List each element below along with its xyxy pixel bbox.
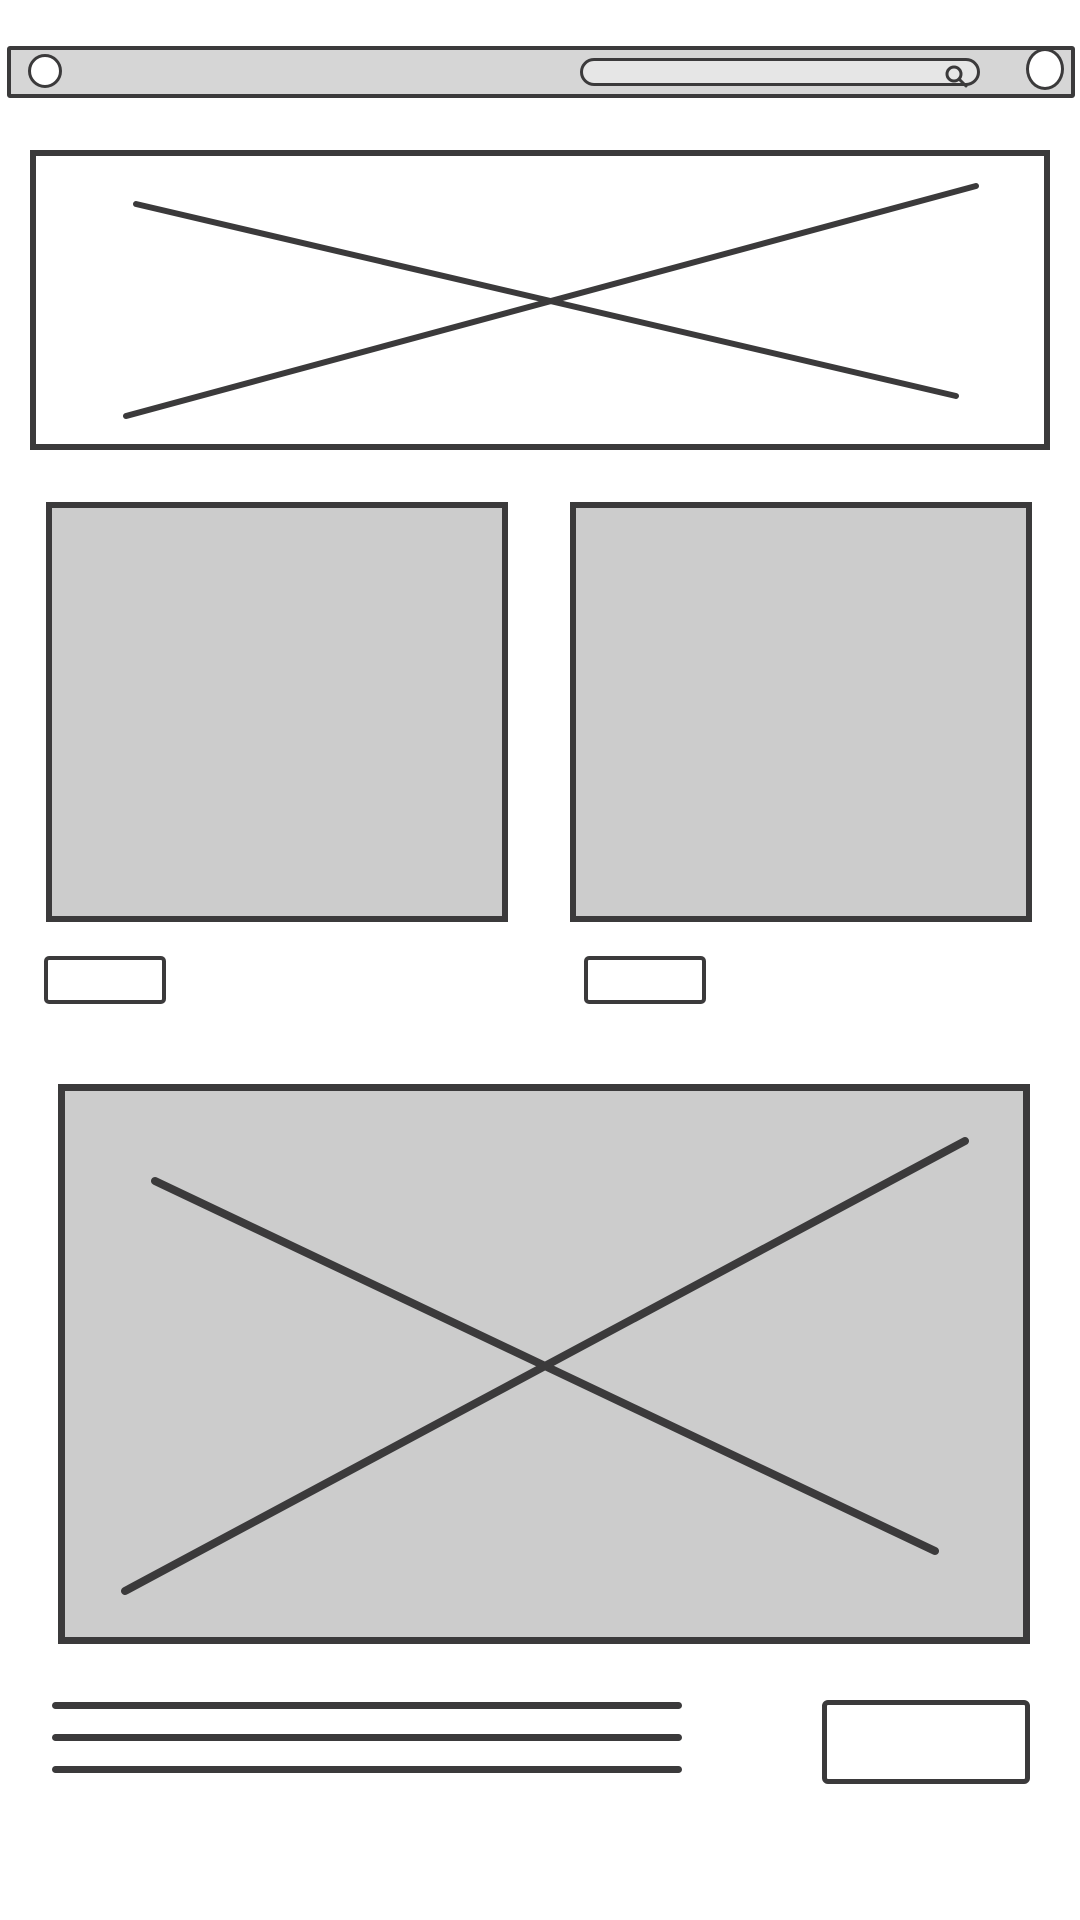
card-right-button[interactable] (584, 956, 706, 1004)
text-line-placeholder (52, 1734, 682, 1741)
search-input[interactable] (580, 58, 980, 86)
image-placeholder-x-icon (121, 1137, 969, 1595)
menu-circle-icon[interactable] (28, 54, 62, 88)
card-left-button[interactable] (44, 956, 166, 1004)
card-image-placeholder-right[interactable] (570, 502, 1032, 922)
profile-circle-icon[interactable] (1026, 48, 1064, 90)
search-icon[interactable] (944, 64, 968, 88)
text-line-placeholder (52, 1702, 682, 1709)
feature-image-placeholder (58, 1084, 1030, 1644)
hero-image-placeholder (30, 150, 1050, 450)
image-placeholder-x-icon (123, 183, 979, 419)
action-button[interactable] (822, 1700, 1030, 1784)
text-line-placeholder (52, 1766, 682, 1773)
card-image-placeholder-left[interactable] (46, 502, 508, 922)
